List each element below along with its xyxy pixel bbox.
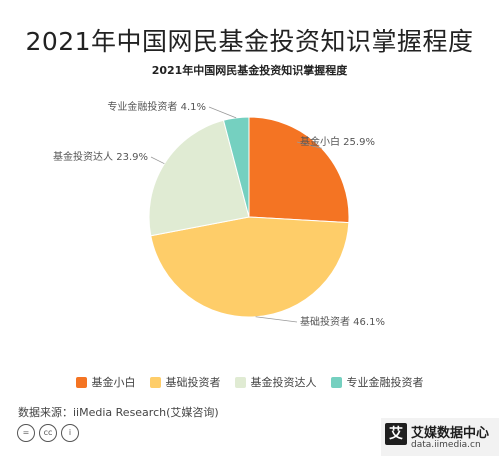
- slice-label-2: 基础投资者 46.1%: [300, 315, 385, 328]
- cc-equal-icon: =: [17, 424, 35, 442]
- chart-legend: 基金小白 基础投资者 基金投资达人 专业金融投资者: [0, 374, 499, 390]
- legend-label: 基础投资者: [165, 376, 221, 389]
- brand-logo-icon: 艾: [385, 423, 407, 445]
- pie-slice-1: [248, 116, 350, 224]
- pie-slice-3: [148, 119, 250, 237]
- legend-label: 专业金融投资者: [346, 376, 424, 389]
- brand-url: data.iimedia.cn: [411, 440, 481, 450]
- cc-attribution-icon: i: [61, 424, 79, 442]
- leader-line-3: [150, 156, 165, 165]
- legend-label: 基金小白: [91, 376, 136, 389]
- legend-label: 基金投资达人: [250, 376, 317, 389]
- legend-item-4: 专业金融投资者: [330, 374, 424, 390]
- brand-band: 艾 艾媒数据中心 data.iimedia.cn: [381, 418, 499, 456]
- chart-title: 2021年中国网民基金投资知识掌握程度: [151, 64, 348, 77]
- slice-label-4: 专业金融投资者 4.1%: [107, 100, 206, 113]
- legend-item-2: 基础投资者: [149, 374, 221, 390]
- legend-swatch: [234, 376, 246, 388]
- legend-swatch: [149, 376, 161, 388]
- legend-item-3: 基金投资达人: [234, 374, 317, 390]
- data-source: 数据来源：iiMedia Research(艾媒咨询): [18, 406, 219, 419]
- leader-line-2: [255, 316, 298, 323]
- legend-swatch: [330, 376, 342, 388]
- legend-swatch: [75, 376, 87, 388]
- license-icons: = cc i: [17, 424, 79, 442]
- page-title: 2021年中国网民基金投资知识掌握程度: [25, 27, 474, 56]
- leader-line-4: [208, 106, 237, 119]
- brand-name: 艾媒数据中心: [411, 426, 490, 441]
- pie-slice-4: [222, 116, 250, 218]
- leader-line-1: [296, 141, 322, 149]
- slice-label-1: 基金小白 25.9%: [300, 135, 375, 148]
- slice-label-3: 基金投资达人 23.9%: [53, 150, 148, 163]
- legend-item-1: 基金小白: [75, 374, 136, 390]
- cc-icon: cc: [39, 424, 57, 442]
- pie-slice-2: [150, 216, 350, 318]
